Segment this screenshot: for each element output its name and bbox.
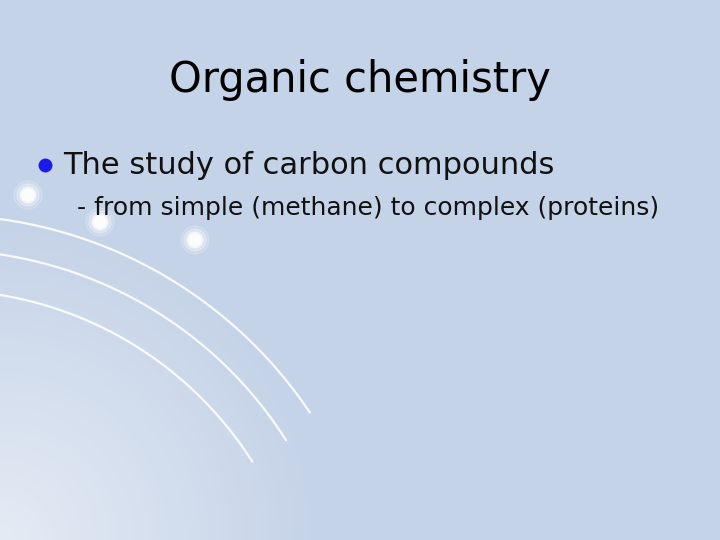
Circle shape xyxy=(89,211,111,233)
Text: The study of carbon compounds: The study of carbon compounds xyxy=(63,151,554,179)
Circle shape xyxy=(189,234,201,246)
Text: Organic chemistry: Organic chemistry xyxy=(169,59,551,101)
Circle shape xyxy=(184,229,206,251)
Circle shape xyxy=(86,208,114,236)
Circle shape xyxy=(17,184,39,206)
Circle shape xyxy=(22,189,34,201)
Circle shape xyxy=(20,187,36,203)
Circle shape xyxy=(14,181,42,209)
Circle shape xyxy=(187,232,203,248)
Circle shape xyxy=(94,216,106,228)
Circle shape xyxy=(92,214,108,230)
Circle shape xyxy=(181,226,209,254)
Text: - from simple (methane) to complex (proteins): - from simple (methane) to complex (prot… xyxy=(77,196,659,220)
